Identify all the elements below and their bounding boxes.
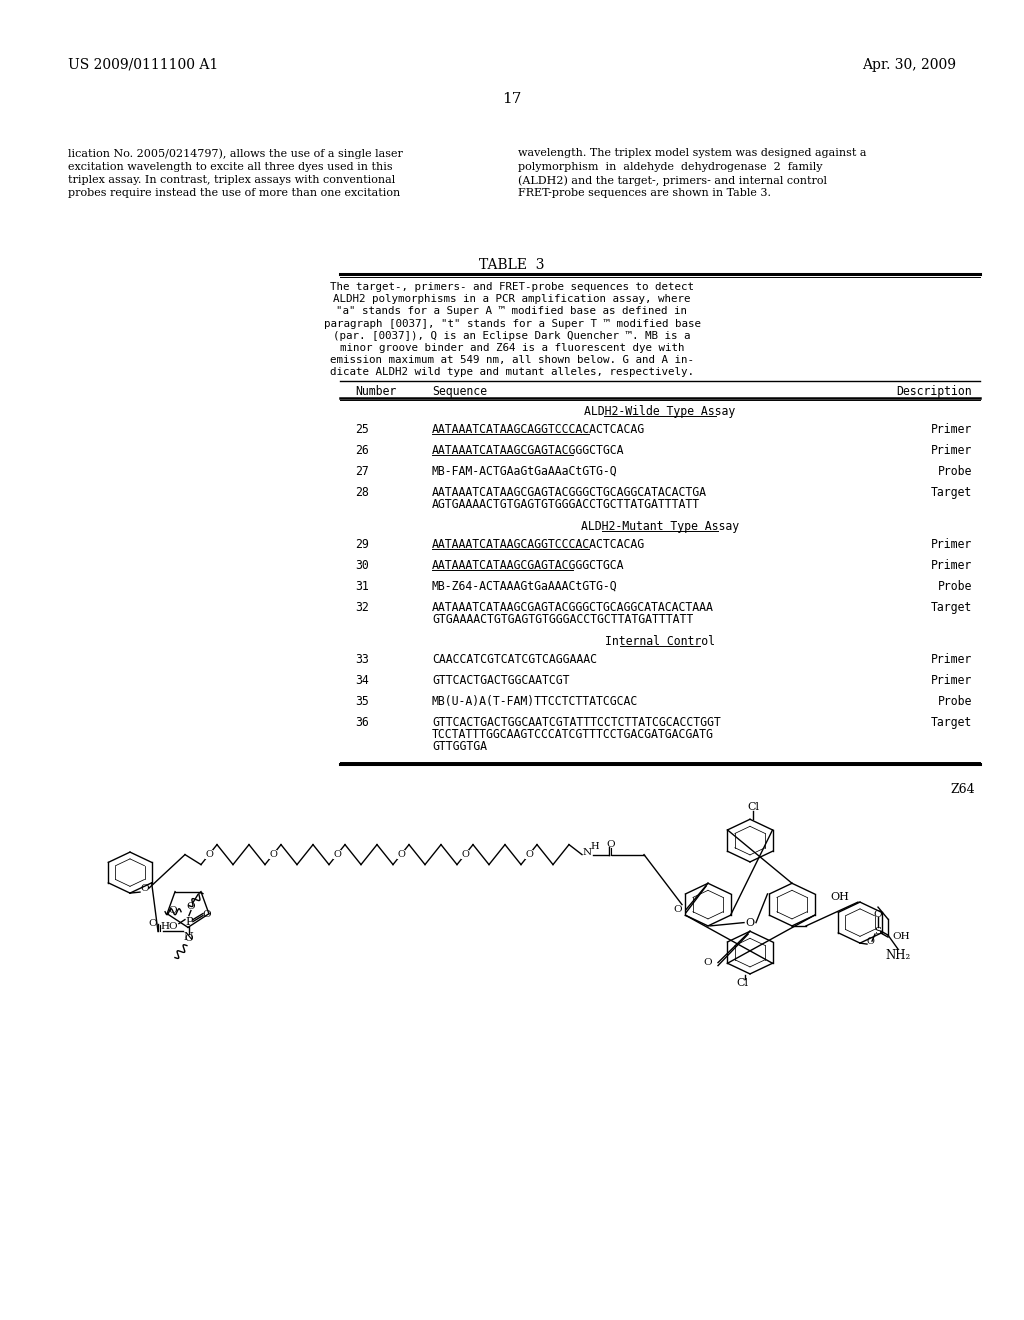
- Text: Target: Target: [931, 715, 972, 729]
- Text: (par. [0037]), Q is an Eclipse Dark Quencher ™. MB is a: (par. [0037]), Q is an Eclipse Dark Quen…: [333, 331, 691, 341]
- Text: Cl: Cl: [736, 978, 748, 987]
- Text: 27: 27: [355, 465, 369, 478]
- Text: wavelength. The triplex model system was designed against a: wavelength. The triplex model system was…: [518, 148, 866, 158]
- Text: 29: 29: [355, 537, 369, 550]
- Text: Number: Number: [355, 384, 396, 397]
- Text: Apr. 30, 2009: Apr. 30, 2009: [862, 58, 956, 73]
- Text: O: O: [205, 850, 213, 859]
- Text: AATAAATCATAAGCGAGTACGGGCTGCA: AATAAATCATAAGCGAGTACGGGCTGCA: [432, 444, 625, 457]
- Text: 33: 33: [355, 652, 369, 665]
- Text: CAACCATCGTCATCGTCAGGAAAC: CAACCATCGTCATCGTCAGGAAAC: [432, 652, 597, 665]
- Text: US 2009/0111100 A1: US 2009/0111100 A1: [68, 58, 218, 73]
- Text: Probe: Probe: [938, 465, 972, 478]
- Text: O: O: [745, 917, 755, 928]
- Text: excitation wavelength to excite all three dyes used in this: excitation wavelength to excite all thre…: [68, 161, 392, 172]
- Text: probes require instead the use of more than one excitation: probes require instead the use of more t…: [68, 189, 400, 198]
- Text: Primer: Primer: [931, 673, 972, 686]
- Text: Target: Target: [931, 486, 972, 499]
- Text: AATAAATCATAAGCGAGTACGGGCTGCA: AATAAATCATAAGCGAGTACGGGCTGCA: [432, 558, 625, 572]
- Text: lication No. 2005/0214797), allows the use of a single laser: lication No. 2005/0214797), allows the u…: [68, 148, 402, 158]
- Text: Sequence: Sequence: [432, 384, 487, 397]
- Text: MB(U-A)A(T-FAM)TTCCTCTTATCGCAC: MB(U-A)A(T-FAM)TTCCTCTTATCGCAC: [432, 694, 638, 708]
- Text: H: H: [591, 842, 599, 851]
- Text: AATAAATCATAAGCAGGTCCCACACTCACAG: AATAAATCATAAGCAGGTCCCACACTCACAG: [432, 537, 645, 550]
- Text: O: O: [203, 909, 211, 919]
- Text: 28: 28: [355, 486, 369, 499]
- Text: O: O: [461, 850, 469, 859]
- Text: (ALDH2) and the target-, primers- and internal control: (ALDH2) and the target-, primers- and in…: [518, 176, 827, 186]
- Text: dicate ALDH2 wild type and mutant alleles, respectively.: dicate ALDH2 wild type and mutant allele…: [330, 367, 694, 378]
- Text: AATAAATCATAAGCGAGTACGGGCTGCAGGCATACACTGA: AATAAATCATAAGCGAGTACGGGCTGCAGGCATACACTGA: [432, 486, 707, 499]
- Text: O: O: [140, 883, 150, 892]
- Text: 32: 32: [355, 601, 369, 614]
- Text: N: N: [583, 847, 592, 857]
- Text: O: O: [873, 909, 883, 919]
- Text: GTTCACTGACTGGCAATCGT: GTTCACTGACTGGCAATCGT: [432, 673, 569, 686]
- Text: P: P: [185, 916, 193, 927]
- Text: 36: 36: [355, 715, 369, 729]
- Text: O: O: [186, 902, 196, 911]
- Text: 30: 30: [355, 558, 369, 572]
- Text: O: O: [184, 935, 194, 942]
- Text: Primer: Primer: [931, 537, 972, 550]
- Text: AATAAATCATAAGCAGGTCCCACACTCACAG: AATAAATCATAAGCAGGTCCCACACTCACAG: [432, 422, 645, 436]
- Text: O: O: [397, 850, 404, 859]
- Text: ALDH2 polymorphisms in a PCR amplification assay, where: ALDH2 polymorphisms in a PCR amplificati…: [333, 294, 691, 304]
- Text: 26: 26: [355, 444, 369, 457]
- Text: triplex assay. In contrast, triplex assays with conventional: triplex assay. In contrast, triplex assa…: [68, 176, 395, 185]
- Text: O: O: [703, 958, 713, 968]
- Text: O: O: [606, 840, 615, 849]
- Text: minor groove binder and Z64 is a fluorescent dye with: minor groove binder and Z64 is a fluores…: [340, 343, 684, 352]
- Text: GTGAAAACTGTGAGTGTGGGACCTGCTTATGATTTATT: GTGAAAACTGTGAGTGTGGGACCTGCTTATGATTTATT: [432, 612, 693, 626]
- Text: Primer: Primer: [931, 422, 972, 436]
- Text: Description: Description: [896, 384, 972, 397]
- Text: Z64: Z64: [950, 783, 975, 796]
- Text: Internal Control: Internal Control: [605, 635, 715, 648]
- Text: The target-, primers- and FRET-probe sequences to detect: The target-, primers- and FRET-probe seq…: [330, 282, 694, 292]
- Text: O: O: [674, 906, 682, 913]
- Text: AGTGAAAACTGTGAGTGTGGGACCTGCTTATGATTTATT: AGTGAAAACTGTGAGTGTGGGACCTGCTTATGATTTATT: [432, 498, 700, 511]
- Text: 25: 25: [355, 422, 369, 436]
- Text: Target: Target: [931, 601, 972, 614]
- Text: Cl: Cl: [746, 803, 759, 812]
- Text: Primer: Primer: [931, 558, 972, 572]
- Text: Probe: Probe: [938, 579, 972, 593]
- Text: ALDH2-Mutant Type Assay: ALDH2-Mutant Type Assay: [581, 520, 739, 532]
- Text: HO: HO: [160, 923, 178, 931]
- Text: AATAAATCATAAGCGAGTACGGGCTGCAGGCATACACTAAA: AATAAATCATAAGCGAGTACGGGCTGCAGGCATACACTAA…: [432, 601, 714, 614]
- Text: TCCTATTTGGCAAGTCCCATCGTTTCCTGACGATGACGATG: TCCTATTTGGCAAGTCCCATCGTTTCCTGACGATGACGAT…: [432, 727, 714, 741]
- Text: GTTGGTGA: GTTGGTGA: [432, 739, 487, 752]
- Text: polymorphism  in  aldehyde  dehydrogenase  2  family: polymorphism in aldehyde dehydrogenase 2…: [518, 161, 822, 172]
- Text: "a" stands for a Super A ™ modified base as defined in: "a" stands for a Super A ™ modified base…: [337, 306, 687, 317]
- Text: 31: 31: [355, 579, 369, 593]
- Text: FRET-probe sequences are shown in Table 3.: FRET-probe sequences are shown in Table …: [518, 189, 771, 198]
- Text: NH₂: NH₂: [886, 949, 910, 961]
- Text: Primer: Primer: [931, 444, 972, 457]
- Text: MB-Z64-ACTAAAGtGaAAACtGTG-Q: MB-Z64-ACTAAAGtGaAAACtGTG-Q: [432, 579, 617, 593]
- Text: O: O: [148, 919, 158, 928]
- Text: 35: 35: [355, 694, 369, 708]
- Text: MB-FAM-ACTGAaGtGaAAaCtGTG-Q: MB-FAM-ACTGAaGtGaAAaCtGTG-Q: [432, 465, 617, 478]
- Text: 17: 17: [503, 92, 521, 106]
- Text: GTTCACTGACTGGCAATCGTATTTCCTCTTATCGCACCTGGT: GTTCACTGACTGGCAATCGTATTTCCTCTTATCGCACCTG…: [432, 715, 721, 729]
- Text: TABLE  3: TABLE 3: [479, 257, 545, 272]
- Text: O: O: [333, 850, 341, 859]
- Text: OH: OH: [892, 932, 909, 941]
- Text: Primer: Primer: [931, 652, 972, 665]
- Text: OH: OH: [830, 891, 849, 902]
- Text: S: S: [874, 927, 882, 936]
- Text: emission maximum at 549 nm, all shown below. G and A in-: emission maximum at 549 nm, all shown be…: [330, 355, 694, 366]
- Text: paragraph [0037], "t" stands for a Super T ™ modified base: paragraph [0037], "t" stands for a Super…: [324, 318, 700, 329]
- Text: O: O: [866, 937, 873, 945]
- Text: O: O: [525, 850, 532, 859]
- Text: ALDH2-Wilde Type Assay: ALDH2-Wilde Type Assay: [585, 405, 735, 417]
- Text: N: N: [183, 932, 193, 942]
- Text: O: O: [168, 907, 177, 915]
- Text: O: O: [269, 850, 276, 859]
- Text: 34: 34: [355, 673, 369, 686]
- Text: Probe: Probe: [938, 694, 972, 708]
